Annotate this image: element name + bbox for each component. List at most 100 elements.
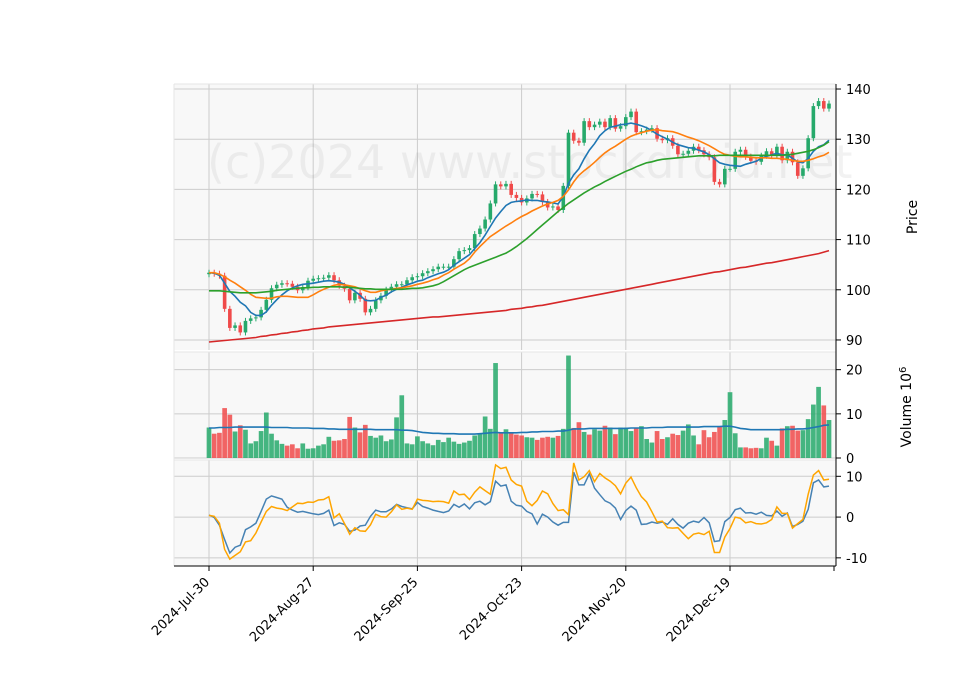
volume-bar <box>279 443 285 458</box>
volume-bar <box>456 443 462 458</box>
volume-bar <box>717 426 722 458</box>
candle-body <box>686 150 691 154</box>
candle-body <box>592 124 597 128</box>
candle-body <box>264 299 269 310</box>
volume-bar <box>732 433 738 458</box>
candle-body <box>827 103 831 109</box>
volume-bar <box>441 442 446 458</box>
volume-bar <box>821 405 827 458</box>
candle-body <box>254 317 258 319</box>
volume-bar <box>784 426 790 458</box>
candle-body <box>311 278 316 281</box>
volume-bar <box>394 417 399 458</box>
volume-bar <box>665 437 670 458</box>
volume-bar <box>753 447 759 458</box>
candle-body <box>556 206 560 210</box>
candle-body <box>373 300 378 309</box>
candle-body <box>457 251 461 260</box>
volume-bar <box>237 425 243 458</box>
volume-bar <box>352 427 358 458</box>
candle-body <box>650 128 654 130</box>
volume-bar <box>764 437 769 458</box>
candle-body <box>259 309 263 318</box>
candle-body <box>743 149 748 157</box>
candle-body <box>410 277 414 281</box>
volume-bar <box>389 439 394 458</box>
candle-body <box>660 138 665 141</box>
candle-body <box>801 168 805 176</box>
candle-body <box>436 266 441 270</box>
candle-body <box>316 278 321 280</box>
price-y-tick-label: 90 <box>846 334 863 349</box>
volume-bar <box>243 429 248 458</box>
candle-body <box>728 168 732 170</box>
volume-y-tick-label: 20 <box>846 364 863 379</box>
volume-bar <box>310 448 316 458</box>
volume-bar <box>482 416 488 458</box>
candle-body <box>228 308 232 328</box>
candle-body <box>222 275 227 309</box>
sma-long-line <box>208 249 830 343</box>
candle-body <box>327 275 331 278</box>
volume-bar <box>566 355 571 458</box>
candle-body <box>795 162 800 176</box>
sma-slow-line <box>209 141 830 294</box>
candle-body <box>597 121 602 125</box>
volume-bar <box>633 427 639 458</box>
volume-bar <box>498 432 504 458</box>
volume-bar <box>253 441 259 458</box>
candle-body <box>431 269 435 272</box>
volume-bar <box>550 437 556 458</box>
sma-fast-line <box>208 122 830 317</box>
volume-bar <box>639 426 644 458</box>
candle-body <box>806 138 810 169</box>
candle-body <box>540 194 545 202</box>
price-y-tick-label: 100 <box>846 284 871 299</box>
volume-bar <box>811 404 816 458</box>
oscillator-y-tick-label: 0 <box>846 511 854 526</box>
volume-bar <box>435 439 441 458</box>
candle-body <box>733 151 738 169</box>
candle-body <box>285 283 289 285</box>
volume-bar <box>670 433 676 458</box>
volume-bar <box>425 443 431 458</box>
volume-axis-title: Volume 106 <box>898 367 916 448</box>
candle-body <box>618 126 623 129</box>
volume-bar <box>248 443 254 458</box>
candle-body <box>248 318 253 321</box>
volume-bar <box>461 442 467 458</box>
candle-body <box>233 325 237 328</box>
volume-bar <box>420 441 425 458</box>
volume-bar <box>560 428 566 458</box>
candle-body <box>238 325 243 333</box>
volume-bar <box>316 445 321 458</box>
volume-y-tick-label: 10 <box>846 408 863 423</box>
candle-body <box>785 151 790 161</box>
candle-body <box>696 146 701 151</box>
candle-body <box>394 284 399 287</box>
volume-bar <box>696 444 702 458</box>
volume-bar <box>373 437 379 458</box>
candle-body <box>577 140 581 143</box>
candle-body <box>280 283 284 285</box>
volume-bar <box>555 435 561 458</box>
candle-body <box>368 308 373 313</box>
volume-bar <box>712 431 717 458</box>
candle-body <box>498 184 503 187</box>
volume-bar <box>685 424 691 458</box>
candle-body <box>738 149 743 152</box>
volume-bar <box>446 437 452 458</box>
price-y-tick-label: 120 <box>846 183 871 198</box>
candle-body <box>717 181 722 185</box>
candle-body <box>634 111 639 133</box>
candle-body <box>405 280 409 285</box>
volume-bar <box>519 435 524 458</box>
volume-bar <box>758 448 764 458</box>
candle-body <box>243 320 248 333</box>
volume-bar <box>477 433 483 458</box>
volume-bar <box>415 436 420 458</box>
volume-bar <box>430 445 436 458</box>
volume-bar <box>222 408 227 458</box>
volume-bar <box>378 435 384 458</box>
volume-bar <box>347 416 353 458</box>
